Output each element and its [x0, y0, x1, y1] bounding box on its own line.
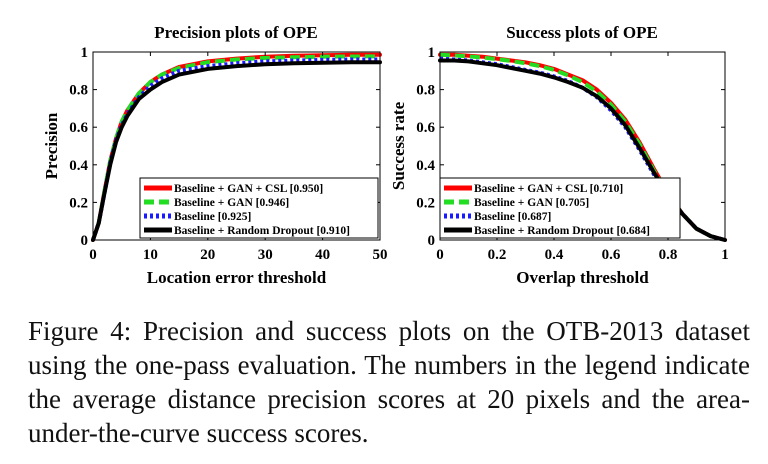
chart2-legend-label-2: Baseline + GAN [0.705]	[474, 197, 589, 209]
chart2-y-tick-label: 0.8	[416, 83, 435, 99]
chart2-x-tick-label: 0.6	[602, 247, 621, 263]
chart2-x-tick-label: 0.2	[488, 247, 507, 263]
chart1-legend-label-3: Baseline [0.925]	[174, 211, 251, 223]
chart1-title: Precision plots of OPE	[154, 23, 318, 42]
chart2-legend-label-1: Baseline + GAN + CSL [0.710]	[474, 183, 623, 195]
chart2-legend-label-3: Baseline [0.687]	[474, 211, 551, 223]
chart2-y-tick-label: 0	[428, 233, 436, 249]
chart2-legend-box	[439, 177, 681, 239]
chart2-y-tick-label: 0.2	[416, 195, 435, 211]
chart1-x-tick-label: 30	[258, 247, 273, 263]
chart2-y-tick-label: 0.6	[416, 120, 435, 136]
chart1-y-tick-label: 0.8	[69, 83, 88, 99]
chart1-legend-label-1: Baseline + GAN + CSL [0.950]	[174, 183, 323, 195]
chart1-legend-label-2: Baseline + GAN [0.946]	[174, 197, 289, 209]
chart1-x-tick-label: 50	[373, 247, 388, 263]
chart2-title: Success plots of OPE	[506, 23, 658, 42]
chart2-x-tick-label: 0.8	[659, 247, 678, 263]
chart1-x-tick-label: 10	[143, 247, 158, 263]
chart1-y-tick-label: 0.4	[69, 158, 88, 174]
chart2-x-tick-label: 0	[436, 247, 444, 263]
chart2-y-tick-label: 0.4	[416, 158, 435, 174]
chart2-x-tick-label: 1	[721, 247, 729, 263]
chart2-legend-label-4: Baseline + Random Dropout [0.684]	[474, 225, 650, 237]
chart1-y-tick-label: 0.6	[69, 120, 88, 136]
chart2-x-tick-label: 0.4	[545, 247, 564, 263]
chart1-series-line-4	[91, 60, 382, 242]
chart1-y-axis-label: Precision	[42, 112, 61, 179]
chart1-x-tick-label: 20	[200, 247, 215, 263]
chart1-x-tick-label: 0	[89, 247, 97, 263]
chart1-x-tick-label: 40	[315, 247, 330, 263]
chart1-y-tick-label: 0	[81, 233, 89, 249]
chart2-axes-frame	[439, 51, 726, 241]
chart1-y-tick-label: 0.2	[69, 195, 88, 211]
figure-caption: Figure 4: Precision and success plots on…	[28, 316, 750, 448]
chart1-axes-frame	[92, 51, 381, 241]
chart1-x-axis-label: Location error threshold	[147, 268, 327, 287]
chart2-x-axis-label: Overlap threshold	[516, 268, 649, 287]
chart1-legend-label-4: Baseline + Random Dropout [0.910]	[174, 225, 350, 237]
chart2-y-axis-label: Success rate	[389, 101, 408, 190]
chart1-legend-box	[139, 177, 379, 239]
chart2-y-tick-label: 1	[428, 45, 436, 61]
chart1-y-tick-label: 1	[81, 45, 89, 61]
